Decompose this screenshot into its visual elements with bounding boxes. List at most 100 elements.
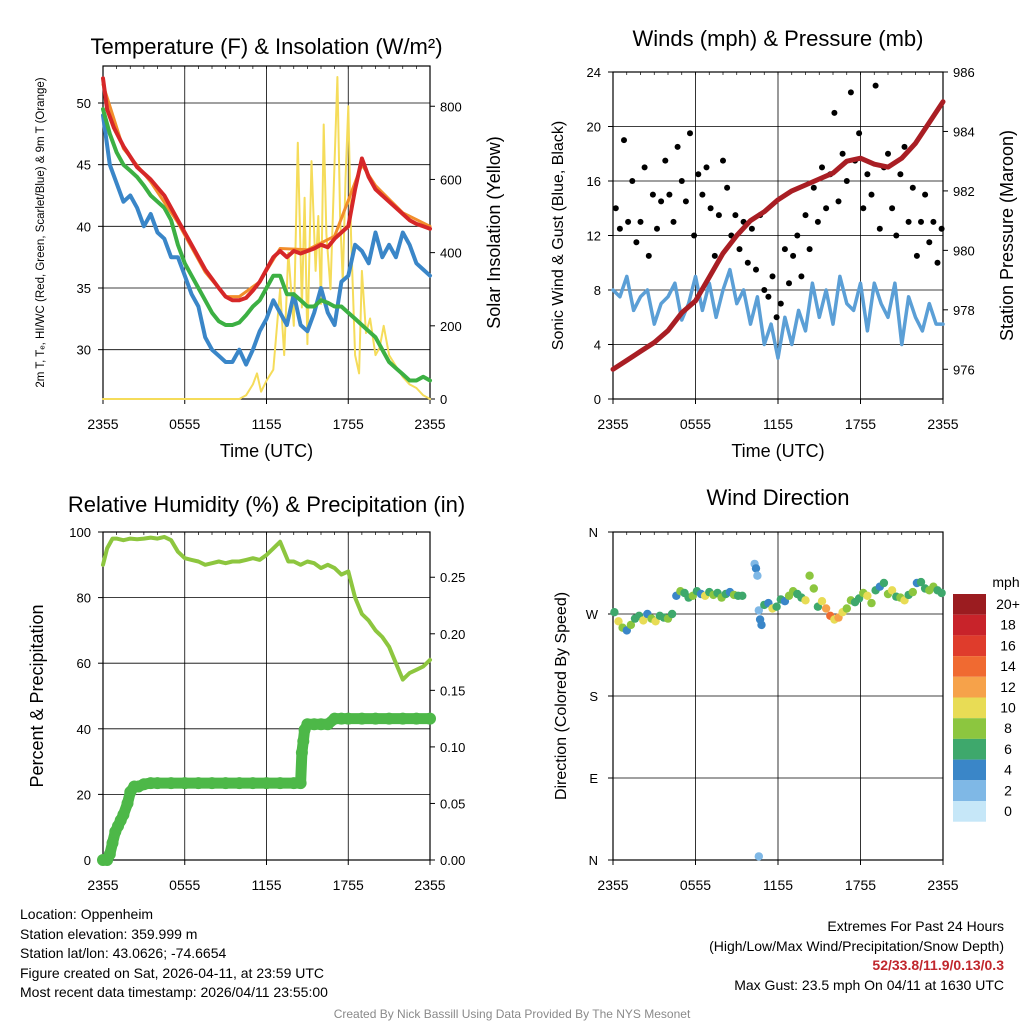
- x-tick-label: 2355: [87, 416, 118, 432]
- direction-point: [817, 597, 827, 606]
- colorbar-label: 4: [1004, 762, 1012, 778]
- x-tick-label: 2355: [414, 416, 445, 432]
- direction-point: [937, 588, 946, 598]
- y-tick-label: 60: [77, 656, 91, 671]
- extremes-title: Extremes For Past 24 Hours: [827, 918, 1004, 934]
- gust-point: [645, 252, 652, 259]
- station-location: Location: Oppenheim: [20, 906, 154, 922]
- gust-point: [819, 164, 825, 171]
- max-gust: Max Gust: 23.5 mph On 04/11 at 1630 UTC: [734, 976, 1004, 993]
- y-tick-label: 45: [77, 158, 91, 173]
- colorbar-swatch: [953, 718, 986, 739]
- gust-point: [670, 218, 677, 225]
- gust-point: [765, 293, 772, 300]
- extremes-legend: (High/Low/Max Wind/Precipitation/Snow De…: [709, 937, 1004, 954]
- panel-winds: Winds (mph) & Pressure (mb) 2355 0555 1155 1…: [550, 26, 1017, 461]
- direction-point: [753, 571, 762, 580]
- x-tick-label: 2355: [927, 877, 958, 893]
- y2-tick-label: 984: [953, 124, 975, 139]
- panel-wind_direction: Wind Direction 2355 0555 1155 1755 2355 N E S W N D…: [553, 485, 1020, 893]
- x-tick-label: 2355: [927, 416, 958, 432]
- gust-point: [658, 198, 665, 205]
- panel-temperature: Temperature (F) & Insolation (W/m²) 2355 0…: [35, 34, 504, 461]
- precip-point: [369, 712, 382, 725]
- gust-point: [835, 198, 842, 205]
- chart-title: Temperature (F) & Insolation (W/m²): [90, 34, 442, 59]
- gust-point: [860, 205, 867, 212]
- precip-point: [274, 777, 287, 790]
- x-tick-label: 1155: [251, 416, 281, 432]
- x-tick-label: 1755: [333, 877, 364, 893]
- colorbar-swatch: [953, 697, 986, 719]
- precip-point: [117, 808, 130, 821]
- gust-point: [806, 246, 813, 253]
- gust-point: [885, 150, 891, 157]
- direction-point: [809, 584, 818, 593]
- gust-point: [843, 178, 850, 184]
- x-tick-label: 1755: [333, 416, 364, 432]
- chart-title: Winds (mph) & Pressure (mb): [633, 26, 924, 51]
- x-axis-label: Time (UTC): [220, 441, 313, 461]
- gust-point: [674, 143, 681, 150]
- gust-point: [831, 109, 838, 116]
- y2-tick-label: 800: [440, 99, 462, 114]
- y-tick-label: 24: [587, 65, 601, 80]
- figure-created: Figure created on Sat, 2026-04-11, at 23…: [20, 964, 325, 981]
- gust-point: [720, 157, 726, 164]
- gust-point: [695, 171, 702, 178]
- colorbar-swatch: [953, 614, 986, 636]
- gust-point: [905, 218, 912, 225]
- direction-point: [801, 596, 810, 605]
- gust-point: [786, 280, 792, 287]
- precip-point: [121, 797, 134, 810]
- station-latlon: Station lat/lon: 43.0626; -74.6654: [20, 945, 227, 961]
- direction-point: [614, 617, 623, 626]
- y-tick-label: 40: [77, 219, 91, 234]
- y-axis-label: Sonic Wind & Gust (Blue, Black): [550, 121, 567, 350]
- colorbar-swatch: [953, 759, 986, 781]
- gust-point: [893, 232, 900, 239]
- gust-point: [703, 164, 710, 171]
- series-line-station-pressure: [610, 99, 946, 372]
- y-tick-label: E: [589, 771, 598, 786]
- gust-point: [798, 273, 805, 280]
- y-tick-label: 40: [77, 722, 91, 737]
- gust-point: [913, 252, 920, 259]
- x-tick-label: 1755: [845, 877, 876, 893]
- gust-point: [802, 212, 809, 219]
- extremes-values: 52/33.8/11.9/0.13/0.3: [872, 957, 1004, 973]
- series-line-relative-humidity: [101, 534, 432, 682]
- direction-point: [842, 604, 851, 613]
- colorbar-swatch: [953, 801, 986, 822]
- direction-point: [908, 587, 917, 597]
- direction-point: [887, 586, 897, 595]
- gust-point: [847, 89, 854, 96]
- gust-point: [612, 205, 619, 212]
- series-line-heat-index-wind-chill: [101, 113, 432, 367]
- gust-point: [715, 212, 722, 219]
- colorbar-swatch: [953, 738, 986, 760]
- gust-point: [748, 225, 755, 232]
- credit-line: Created By Nick Bassill Using Data Provi…: [333, 1007, 691, 1021]
- y2-tick-label: 976: [953, 362, 975, 377]
- direction-point: [667, 609, 677, 619]
- y2-tick-label: 400: [440, 246, 462, 261]
- gust-point: [662, 157, 669, 164]
- y-axis-label: 2m T, Tₑ, HI/WC (Red, Green, Scarlet/Blu…: [35, 77, 47, 387]
- precip-point: [355, 712, 368, 725]
- speed-colorbar: mph 20+ 18 16 14 12 10 8 6 4 2 0: [953, 574, 1020, 822]
- y-tick-label: 20: [77, 787, 91, 802]
- precip-point: [106, 837, 119, 849]
- gust-point: [868, 191, 875, 198]
- gust-point: [814, 218, 821, 225]
- chart-title: Wind Direction: [706, 485, 849, 510]
- gust-point: [839, 150, 846, 157]
- colorbar-swatch: [953, 780, 986, 801]
- x-tick-label: 0555: [680, 877, 711, 893]
- series-line-2m-temperature: [101, 76, 432, 303]
- direction-point: [639, 616, 648, 625]
- x-tick-label: 2355: [597, 877, 628, 893]
- direction-point: [754, 606, 763, 615]
- panel-humidity: Relative Humidity (%) & Precipitation (i…: [27, 492, 465, 893]
- y-tick-label: 16: [587, 174, 601, 189]
